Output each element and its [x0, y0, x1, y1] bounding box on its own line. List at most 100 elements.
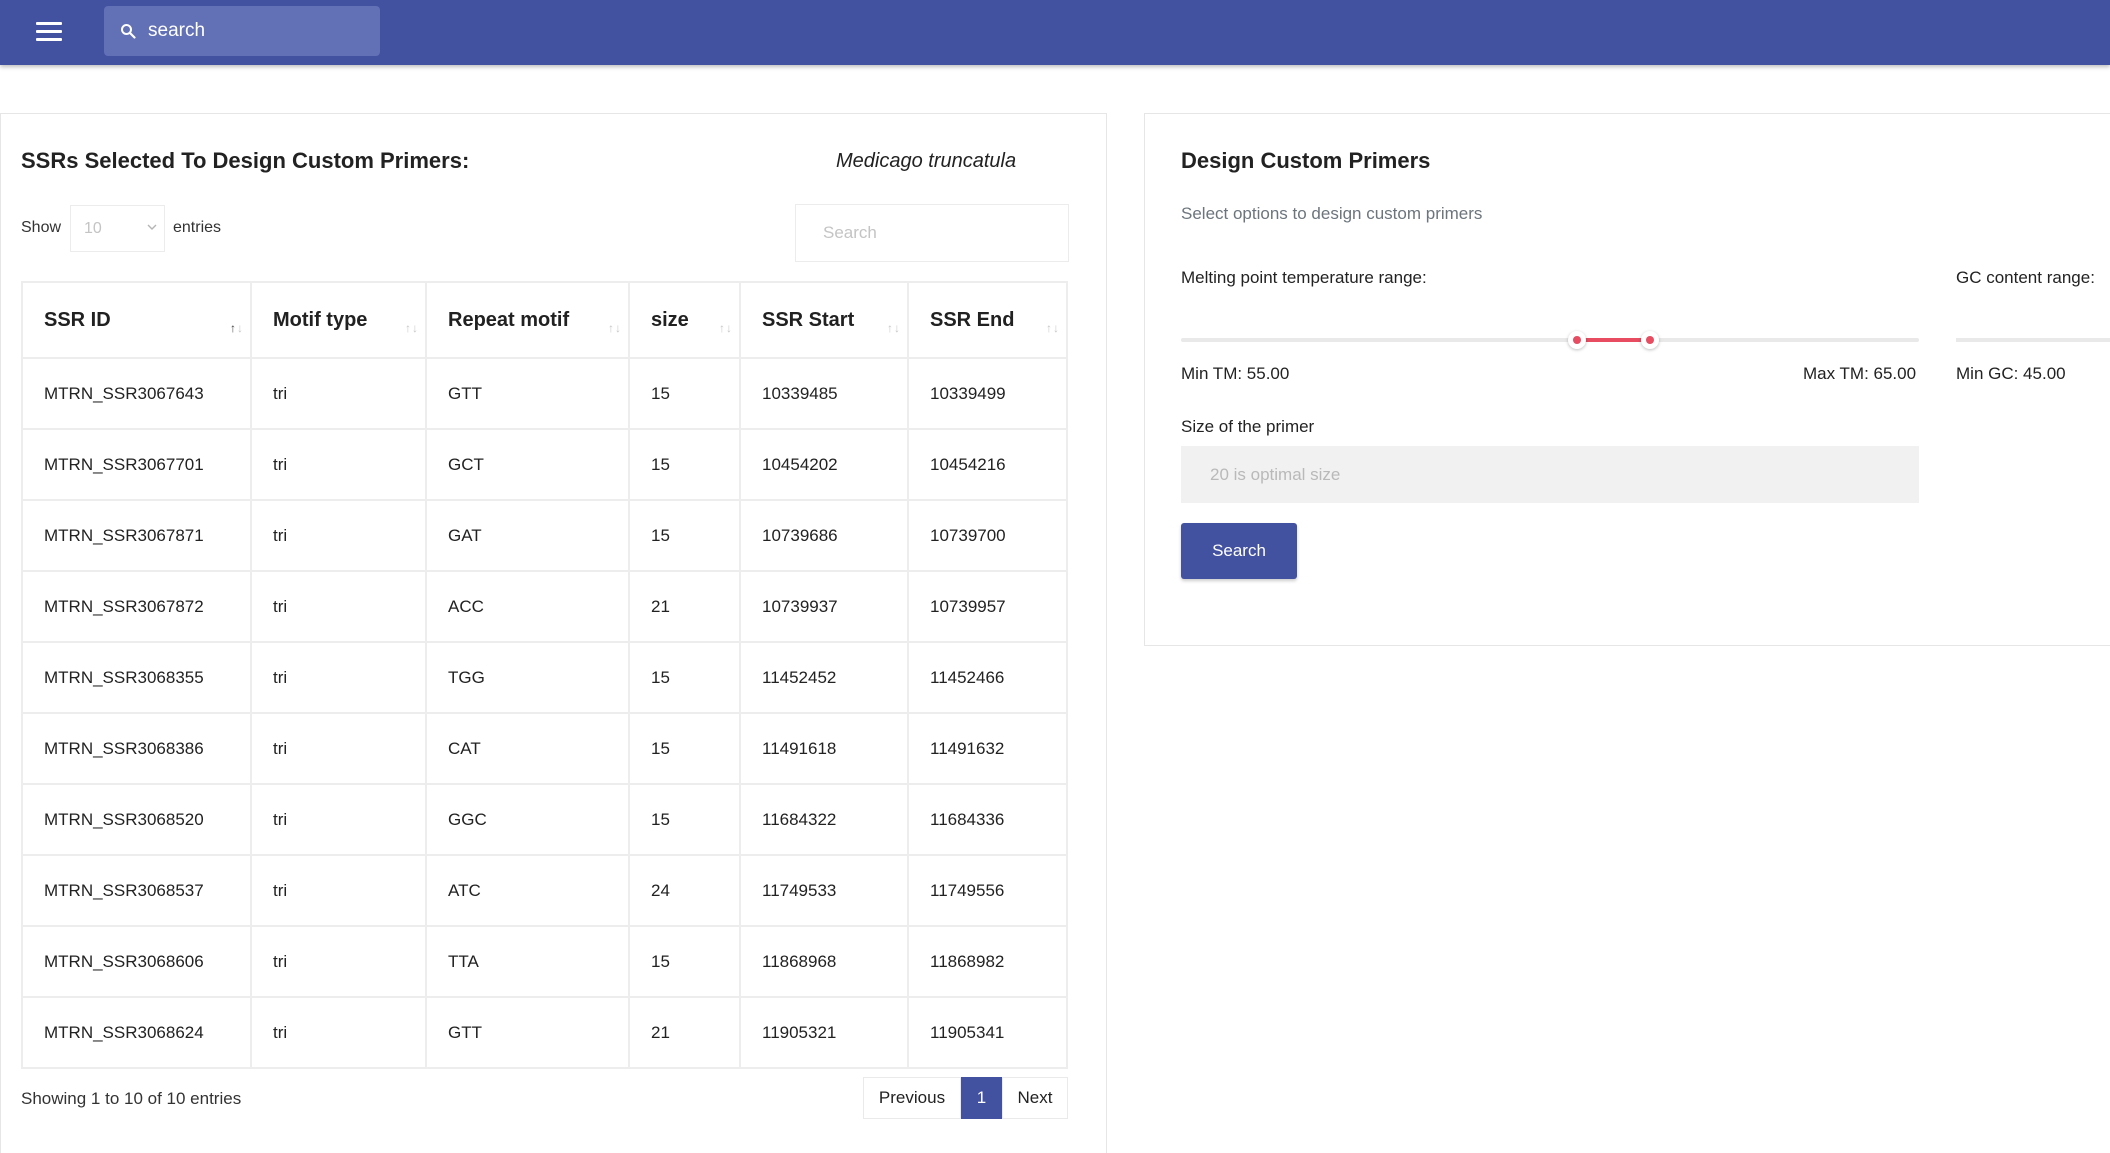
- tm-slider-min-handle[interactable]: [1567, 331, 1586, 349]
- design-primers-card: [1144, 113, 2110, 646]
- design-search-button[interactable]: Search: [1181, 523, 1297, 579]
- column-header-repeat-motif[interactable]: Repeat motif ↑↓: [426, 281, 630, 359]
- motif-type-cell: tri: [251, 642, 427, 714]
- tm-slider-max-handle[interactable]: [1641, 331, 1660, 349]
- ssr-start-cell: 11684322: [740, 784, 909, 856]
- ssr-panel-title: SSRs Selected To Design Custom Primers:: [21, 148, 470, 173]
- top-search-input[interactable]: [148, 6, 373, 56]
- motif-type-cell: tri: [251, 429, 427, 501]
- column-header-label: SSR ID: [44, 308, 111, 331]
- table-row: MTRN_SSR3067872 tri ACC 21 10739937 10739957: [21, 571, 1068, 643]
- ssr-id-cell: MTRN_SSR3068624: [21, 997, 252, 1069]
- min-tm-value: Min TM: 55.00: [1181, 364, 1290, 383]
- gc-range-slider[interactable]: [1956, 338, 2110, 342]
- ssr-start-cell: 10339485: [740, 358, 909, 430]
- column-header-label: SSR End: [930, 308, 1015, 331]
- ssr-end-cell: 10739957: [908, 571, 1068, 643]
- table-search-box[interactable]: [795, 204, 1069, 262]
- table-body: MTRN_SSR3067643 tri GTT 15 10339485 10339499 M…: [21, 358, 1068, 1069]
- ssr-end-cell: 11749556: [908, 855, 1068, 927]
- column-header-ssr-id[interactable]: SSR ID ↑↓: [21, 281, 252, 359]
- sort-icon: ↑↓: [608, 321, 622, 335]
- max-tm-value: Max TM: 65.00: [1803, 364, 1917, 383]
- size-cell: 21: [629, 571, 741, 643]
- repeat-motif-cell: TGG: [426, 642, 630, 714]
- table-row: MTRN_SSR3068386 tri CAT 15 11491618 11491632: [21, 713, 1068, 785]
- primer-size-input[interactable]: [1181, 446, 1919, 503]
- table-row: MTRN_SSR3067643 tri GTT 15 10339485 10339499: [21, 358, 1068, 430]
- ssr-id-cell: MTRN_SSR3068537: [21, 855, 252, 927]
- size-cell: 21: [629, 997, 741, 1069]
- ssr-id-cell: MTRN_SSR3068520: [21, 784, 252, 856]
- ssr-end-cell: 11868982: [908, 926, 1068, 998]
- sort-icon: ↑↓: [405, 321, 419, 335]
- sort-icon: ↑↓: [887, 321, 901, 335]
- ssr-start-cell: 11749533: [740, 855, 909, 927]
- species-name: Medicago truncatula: [836, 150, 1017, 172]
- gc-range-label: GC content range:: [1956, 268, 2095, 287]
- ssr-id-cell: MTRN_SSR3067643: [21, 358, 252, 430]
- entries-per-page-select[interactable]: 10: [70, 205, 165, 252]
- ssr-id-cell: MTRN_SSR3067872: [21, 571, 252, 643]
- motif-type-cell: tri: [251, 358, 427, 430]
- size-cell: 24: [629, 855, 741, 927]
- repeat-motif-cell: GTT: [426, 997, 630, 1069]
- design-primers-subtitle: Select options to design custom primers: [1181, 204, 1483, 223]
- motif-type-cell: tri: [251, 784, 427, 856]
- motif-type-cell: tri: [251, 500, 427, 572]
- table-info-text: Showing 1 to 10 of 10 entries: [21, 1089, 242, 1108]
- ssr-end-cell: 11684336: [908, 784, 1068, 856]
- size-cell: 15: [629, 358, 741, 430]
- menu-icon[interactable]: [30, 18, 68, 48]
- ssr-end-cell: 11452466: [908, 642, 1068, 714]
- ssr-start-cell: 10739686: [740, 500, 909, 572]
- repeat-motif-cell: GGC: [426, 784, 630, 856]
- column-header-label: Repeat motif: [448, 308, 570, 331]
- table-search-input[interactable]: [796, 205, 1068, 261]
- sort-icon: ↑↓: [719, 321, 733, 335]
- column-header-label: Motif type: [273, 308, 368, 331]
- column-header-ssr-end[interactable]: SSR End ↑↓: [908, 281, 1068, 359]
- repeat-motif-cell: ATC: [426, 855, 630, 927]
- min-gc-value: Min GC: 45.00: [1956, 364, 2066, 383]
- column-header-label: SSR Start: [762, 308, 855, 331]
- pagination-next-button[interactable]: Next: [1002, 1077, 1068, 1119]
- chevron-down-icon: [147, 224, 157, 230]
- repeat-motif-cell: TTA: [426, 926, 630, 998]
- repeat-motif-cell: GTT: [426, 358, 630, 430]
- size-cell: 15: [629, 926, 741, 998]
- motif-type-cell: tri: [251, 997, 427, 1069]
- size-cell: 15: [629, 500, 741, 572]
- motif-type-cell: tri: [251, 713, 427, 785]
- pagination-page-button[interactable]: 1: [961, 1077, 1002, 1119]
- ssr-end-cell: 11491632: [908, 713, 1068, 785]
- motif-type-cell: tri: [251, 855, 427, 927]
- entries-select-value: 10: [84, 220, 102, 237]
- size-cell: 15: [629, 784, 741, 856]
- ssr-id-cell: MTRN_SSR3068355: [21, 642, 252, 714]
- table-row: MTRN_SSR3067701 tri GCT 15 10454202 10454216: [21, 429, 1068, 501]
- show-label: Show: [21, 219, 62, 236]
- ssr-start-cell: 10739937: [740, 571, 909, 643]
- column-header-motif-type[interactable]: Motif type ↑↓: [251, 281, 427, 359]
- repeat-motif-cell: GCT: [426, 429, 630, 501]
- sort-icon: ↑↓: [230, 321, 244, 335]
- top-search-box[interactable]: [104, 6, 380, 56]
- tm-range-slider[interactable]: [1181, 331, 1919, 349]
- table-row: MTRN_SSR3067871 tri GAT 15 10739686 10739700: [21, 500, 1068, 572]
- table-row: MTRN_SSR3068537 tri ATC 24 11749533 11749556: [21, 855, 1068, 927]
- ssr-id-cell: MTRN_SSR3068386: [21, 713, 252, 785]
- table-row: MTRN_SSR3068520 tri GGC 15 11684322 11684336: [21, 784, 1068, 856]
- pagination-previous-button[interactable]: Previous: [863, 1077, 961, 1119]
- column-header-size[interactable]: size ↑↓: [629, 281, 741, 359]
- ssr-end-cell: 10339499: [908, 358, 1068, 430]
- motif-type-cell: tri: [251, 571, 427, 643]
- motif-type-cell: tri: [251, 926, 427, 998]
- ssr-start-cell: 11905321: [740, 997, 909, 1069]
- size-cell: 15: [629, 642, 741, 714]
- repeat-motif-cell: CAT: [426, 713, 630, 785]
- ssr-end-cell: 10739700: [908, 500, 1068, 572]
- ssr-start-cell: 11452452: [740, 642, 909, 714]
- column-header-ssr-start[interactable]: SSR Start ↑↓: [740, 281, 909, 359]
- primer-size-label: Size of the primer: [1181, 417, 1315, 436]
